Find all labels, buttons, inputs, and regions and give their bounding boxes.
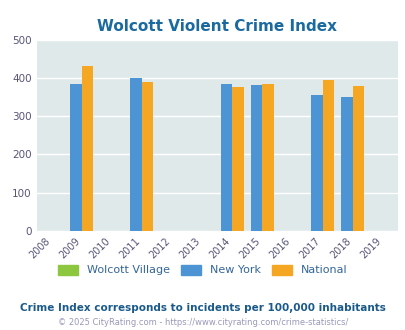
Text: Crime Index corresponds to incidents per 100,000 inhabitants: Crime Index corresponds to incidents per… — [20, 303, 385, 313]
Bar — [322, 80, 333, 231]
Title: Wolcott Violent Crime Index: Wolcott Violent Crime Index — [97, 19, 337, 34]
Bar — [232, 87, 243, 231]
Bar — [262, 84, 273, 231]
Legend: Wolcott Village, New York, National: Wolcott Village, New York, National — [54, 260, 351, 280]
Bar — [142, 82, 153, 231]
Bar — [220, 84, 232, 231]
Bar — [250, 85, 262, 231]
Bar — [70, 83, 81, 231]
Bar — [352, 85, 363, 231]
Text: © 2025 CityRating.com - https://www.cityrating.com/crime-statistics/: © 2025 CityRating.com - https://www.city… — [58, 318, 347, 327]
Bar — [130, 78, 142, 231]
Bar — [310, 95, 322, 231]
Bar — [341, 97, 352, 231]
Bar — [81, 66, 93, 231]
